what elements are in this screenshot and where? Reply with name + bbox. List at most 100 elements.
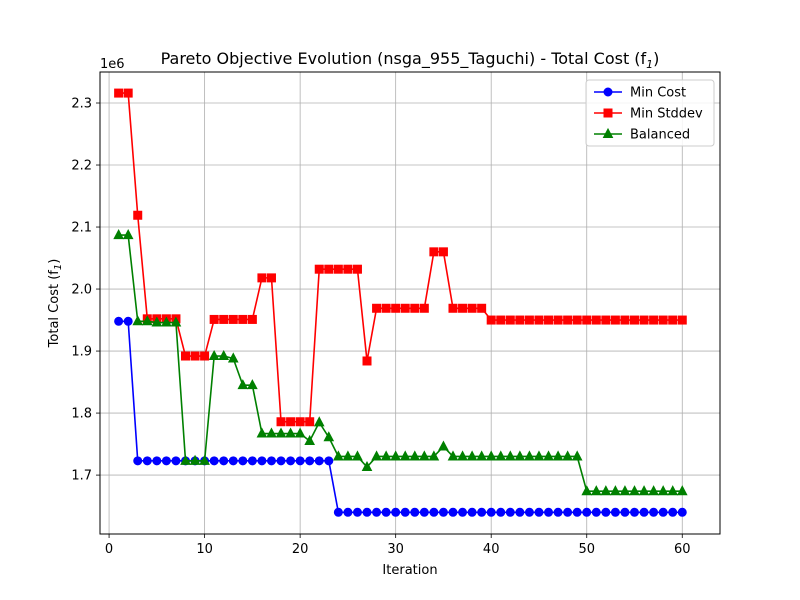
data-point-square — [295, 417, 305, 427]
data-point-circle — [524, 507, 534, 517]
data-point-square — [391, 303, 401, 313]
data-point-circle — [544, 507, 554, 517]
data-point-triangle — [495, 450, 507, 461]
data-point-triangle — [266, 427, 277, 438]
data-point-circle — [467, 507, 477, 517]
data-point-circle — [649, 507, 659, 517]
data-point-triangle — [313, 416, 325, 427]
data-point-square — [620, 315, 630, 325]
data-point-triangle — [170, 316, 182, 327]
data-point-circle — [381, 507, 391, 517]
data-point-circle — [286, 456, 296, 466]
data-point-circle — [601, 507, 611, 517]
data-point-triangle — [342, 450, 354, 461]
data-point-triangle — [524, 450, 535, 461]
data-point-circle — [603, 87, 613, 97]
data-point-triangle — [485, 450, 497, 461]
data-point-triangle — [657, 485, 669, 496]
data-point-circle — [515, 507, 525, 517]
data-point-triangle — [629, 485, 640, 496]
data-point-circle — [591, 507, 601, 517]
data-point-square — [247, 314, 257, 324]
data-point-triangle — [648, 485, 659, 496]
data-point-circle — [209, 456, 219, 466]
data-point-square — [133, 210, 143, 220]
data-point-square — [362, 356, 372, 366]
x-tick-label: 60 — [674, 542, 691, 557]
data-point-triangle — [380, 450, 392, 461]
data-point-square — [534, 315, 544, 325]
data-point-square — [668, 315, 678, 325]
data-point-circle — [362, 507, 372, 517]
data-point-triangle — [333, 450, 344, 461]
data-point-triangle — [638, 485, 650, 496]
data-point-circle — [477, 507, 487, 517]
data-point-triangle — [447, 450, 459, 461]
data-point-circle — [152, 456, 162, 466]
data-point-square — [200, 351, 210, 361]
data-point-circle — [276, 456, 286, 466]
data-point-square — [352, 264, 362, 274]
data-point-triangle — [552, 450, 564, 461]
data-point-triangle — [676, 485, 688, 496]
data-point-triangle — [304, 434, 316, 445]
data-point-triangle — [562, 450, 573, 461]
data-point-triangle — [371, 450, 382, 461]
data-point-triangle — [189, 454, 201, 465]
data-point-circle — [372, 507, 382, 517]
x-tick-label: 10 — [196, 542, 213, 557]
legend-box — [585, 79, 715, 147]
series-min-cost — [114, 316, 687, 517]
data-point-triangle — [590, 485, 602, 496]
data-point-circle — [324, 456, 334, 466]
data-point-square — [610, 315, 620, 325]
data-point-square — [639, 315, 649, 325]
data-point-circle — [496, 507, 506, 517]
data-point-square — [603, 108, 613, 118]
data-point-triangle — [466, 450, 478, 461]
data-point-circle — [410, 507, 420, 517]
data-point-square — [677, 315, 687, 325]
data-point-triangle — [667, 485, 679, 496]
data-point-triangle — [581, 485, 593, 496]
data-point-circle — [419, 507, 429, 517]
data-point-triangle — [399, 450, 411, 461]
series-balanced — [113, 229, 688, 496]
data-point-circle — [534, 507, 544, 517]
data-point-square — [553, 315, 563, 325]
data-point-circle — [610, 507, 620, 517]
data-point-triangle — [610, 485, 621, 496]
data-point-triangle — [409, 450, 421, 461]
y-tick-label: 1.8 — [71, 407, 92, 422]
data-point-circle — [639, 507, 649, 517]
data-point-circle — [247, 456, 257, 466]
data-point-triangle — [199, 454, 210, 465]
legend-label: Min Cost — [630, 86, 686, 101]
data-point-square — [658, 315, 668, 325]
data-point-triangle — [141, 315, 153, 326]
legend-item: Min Cost — [594, 86, 686, 101]
x-tick-label: 30 — [387, 542, 404, 557]
y-tick-label: 2.1 — [71, 221, 92, 236]
data-point-square — [467, 303, 477, 313]
data-point-square — [448, 303, 458, 313]
data-point-square — [266, 273, 276, 283]
data-point-circle — [295, 456, 305, 466]
data-point-triangle — [476, 450, 487, 461]
data-point-square — [257, 273, 267, 283]
data-point-triangle — [600, 485, 612, 496]
data-point-square — [515, 315, 525, 325]
legend-item: Min Stddev — [594, 107, 703, 122]
data-point-circle — [677, 507, 687, 517]
legend-label: Min Stddev — [630, 107, 703, 122]
data-point-triangle — [247, 379, 258, 390]
x-tick-label: 40 — [483, 542, 500, 557]
data-point-square — [276, 417, 286, 427]
data-point-triangle — [323, 431, 335, 442]
data-point-circle — [582, 507, 592, 517]
data-point-circle — [391, 507, 401, 517]
data-point-circle — [343, 507, 353, 517]
data-point-square — [591, 315, 601, 325]
series-min-stddev — [114, 88, 687, 427]
